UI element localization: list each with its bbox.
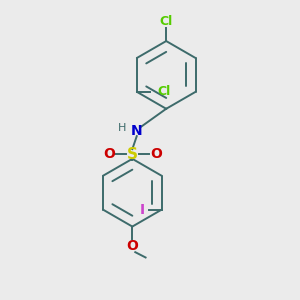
Text: N: N (131, 124, 142, 138)
Text: H: H (118, 123, 126, 133)
Text: I: I (140, 202, 145, 217)
Text: Cl: Cl (158, 85, 171, 98)
Text: Cl: Cl (160, 15, 173, 28)
Text: S: S (127, 147, 138, 162)
Text: O: O (126, 239, 138, 253)
Text: O: O (150, 147, 162, 161)
Text: O: O (103, 147, 115, 161)
